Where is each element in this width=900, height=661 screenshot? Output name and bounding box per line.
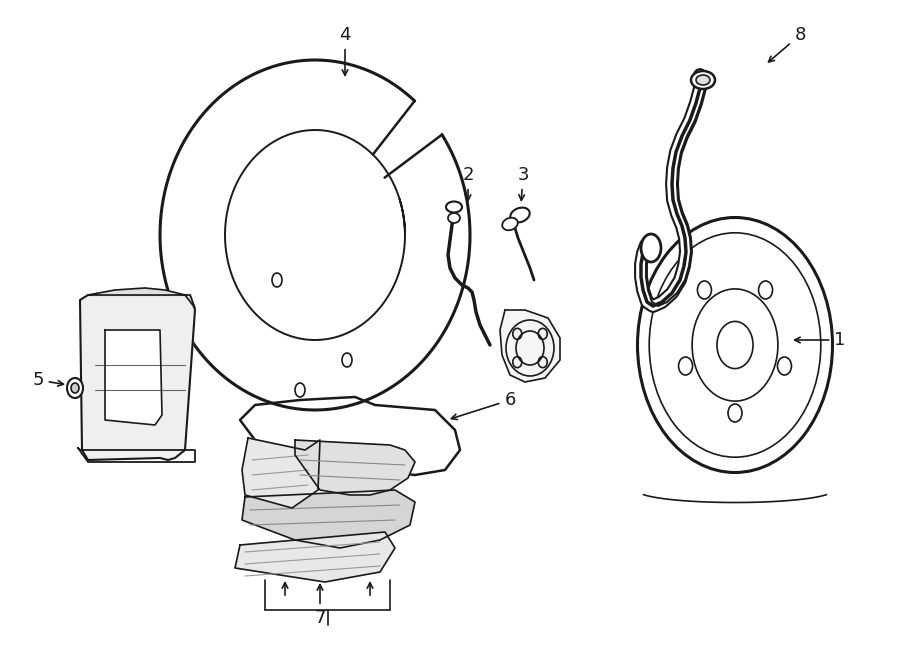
Polygon shape bbox=[242, 438, 320, 508]
Polygon shape bbox=[295, 440, 415, 495]
Text: 4: 4 bbox=[339, 26, 351, 75]
Text: 2: 2 bbox=[463, 166, 473, 200]
Ellipse shape bbox=[641, 234, 661, 262]
Polygon shape bbox=[500, 310, 560, 382]
Text: 7: 7 bbox=[314, 584, 326, 627]
Ellipse shape bbox=[67, 378, 83, 398]
Text: 5: 5 bbox=[32, 371, 63, 389]
Text: 6: 6 bbox=[452, 391, 516, 420]
Ellipse shape bbox=[448, 213, 460, 223]
Polygon shape bbox=[88, 288, 195, 308]
Text: 1: 1 bbox=[795, 331, 846, 349]
Polygon shape bbox=[235, 532, 395, 582]
Ellipse shape bbox=[71, 383, 79, 393]
Ellipse shape bbox=[696, 75, 710, 85]
Text: 3: 3 bbox=[518, 166, 529, 200]
Polygon shape bbox=[242, 490, 415, 548]
Polygon shape bbox=[80, 295, 195, 460]
Ellipse shape bbox=[510, 208, 530, 222]
Polygon shape bbox=[105, 330, 162, 425]
Ellipse shape bbox=[691, 71, 715, 89]
Ellipse shape bbox=[446, 202, 462, 212]
Text: 8: 8 bbox=[769, 26, 806, 62]
Ellipse shape bbox=[502, 217, 518, 230]
